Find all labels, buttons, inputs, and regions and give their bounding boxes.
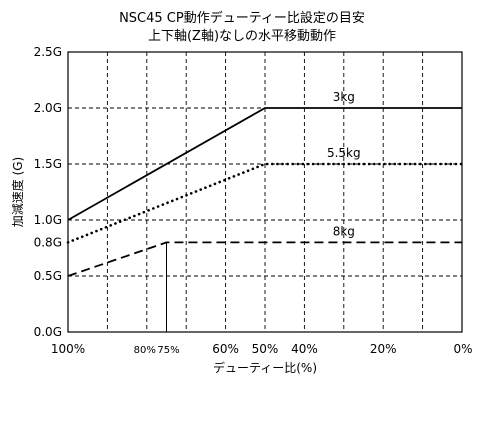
- x-tick-labels: 100% 80% 75% 60% 50% 40% 20% 0%: [51, 342, 473, 356]
- y-tick-label: 0.8G: [34, 235, 62, 249]
- x-tick-label: 100%: [51, 342, 85, 356]
- x-axis-label: デューティー比(%): [213, 360, 317, 375]
- y-tick-label: 1.0G: [34, 213, 62, 227]
- plot-frame: [67, 51, 463, 333]
- x-tick-label: 0%: [453, 342, 472, 356]
- series-label-0: 3kg: [333, 90, 355, 104]
- x-tick-label: 75%: [157, 345, 179, 356]
- y-axis-label: 加減速度 (G): [10, 157, 25, 227]
- x-tick-label: 60%: [212, 342, 239, 356]
- grid-lines: [68, 52, 462, 332]
- series-line-2: [67, 241, 462, 277]
- series-label-2: 8kg: [333, 224, 355, 238]
- series-line-0: [67, 107, 462, 221]
- x-tick-label: 40%: [291, 342, 318, 356]
- x-tick-label: 80%: [134, 345, 156, 356]
- chart-title: NSC45 CP動作デューティー比設定の目安 上下軸(Z軸)なしの水平移動動作: [119, 10, 365, 44]
- x-tick-label: 20%: [370, 342, 397, 356]
- y-tick-label: 2.5G: [34, 45, 62, 59]
- series-label-1: 5.5kg: [327, 146, 361, 160]
- y-tick-label: 1.5G: [34, 157, 62, 171]
- y-tick-label: 0.0G: [34, 325, 62, 339]
- series-line-1: [66, 162, 464, 244]
- y-tick-label: 0.5G: [34, 269, 62, 283]
- y-tick-labels: 0.0G 0.5G 0.8G 1.0G 1.5G 2.0G 2.5G: [34, 45, 62, 339]
- y-tick-label: 2.0G: [34, 101, 62, 115]
- series-labels: 3kg 5.5kg 8kg: [327, 90, 361, 238]
- chart-title-line-2: 上下軸(Z軸)なしの水平移動動作: [148, 29, 336, 44]
- x-tick-label: 50%: [252, 342, 279, 356]
- series-group: [66, 107, 464, 277]
- chart-title-line-1: NSC45 CP動作デューティー比設定の目安: [119, 10, 365, 26]
